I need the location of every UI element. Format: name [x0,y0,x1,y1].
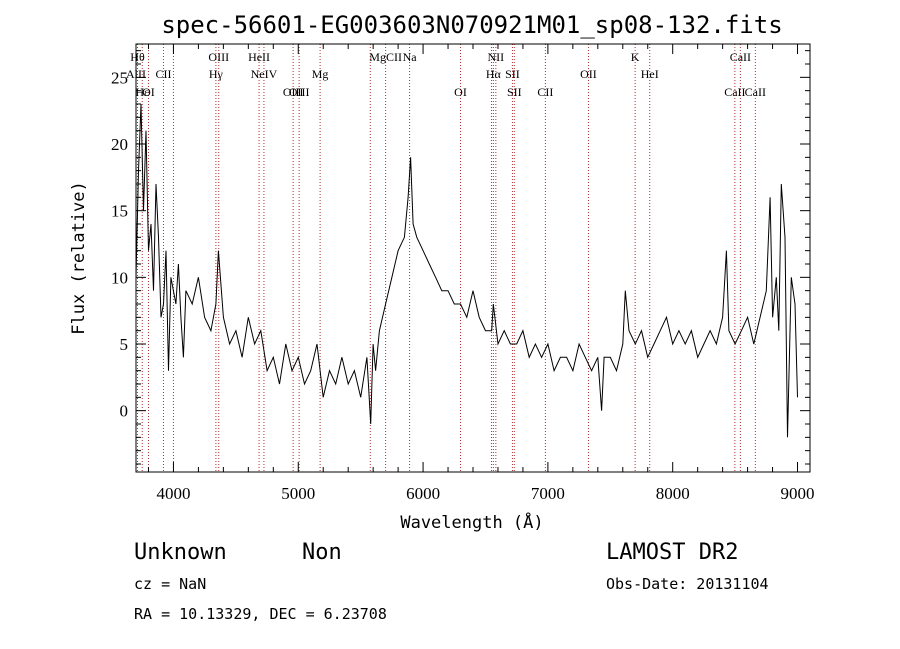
cz-label: cz = NaN [134,575,206,593]
line-label: Hγ [209,67,224,81]
x-tick-label: 7000 [531,484,565,503]
y-tick-label: 0 [120,402,129,421]
x-axis-label: Wavelength (Å) [400,511,543,533]
y-axis-ticks: 0 5 10 15 20 25 [111,50,810,465]
line-label: Na [403,50,418,64]
line-label: CaII [745,85,766,99]
spectrum-line [135,103,798,438]
x-tick-label: 9000 [781,484,815,503]
subclass-label: Non [302,540,342,565]
y-tick-label: 5 [120,335,129,354]
x-tick-label: 8000 [656,484,690,503]
line-label: CII [155,67,171,81]
line-label: Hθ [130,50,145,64]
y-tick-label: 10 [111,268,128,287]
radec-label: RA = 10.13329, DEC = 6.23708 [134,605,387,623]
line-label: OIII [283,85,304,99]
line-markers [135,44,756,472]
line-label: CII [537,85,553,99]
line-label: OIII [208,50,229,64]
chart-title: spec-56601-EG003603N070921M01_sp08-132.f… [161,11,782,39]
line-label: OII [580,67,597,81]
class-label: Unknown [134,540,227,565]
x-axis-ticks: 4000 5000 6000 7000 8000 9000 [147,44,815,503]
x-tick-label: 4000 [156,484,190,503]
line-label: Mg [312,67,329,81]
obs-date-label: Obs-Date: 20131104 [606,575,769,593]
line-label: K [631,50,640,64]
line-label: MgCII [369,50,402,64]
line-label: CaII [730,50,751,64]
y-tick-label: 25 [111,68,128,87]
y-tick-label: 15 [111,202,128,221]
line-label: HeII [248,50,270,64]
y-axis-label: Flux (relative) [69,181,89,335]
line-label: OI [454,85,467,99]
line-label: SII [507,85,522,99]
line-label: SII [505,67,520,81]
line-label: NII [488,50,505,64]
line-label: CaII [724,85,745,99]
y-tick-label: 20 [111,135,128,154]
line-label: Hε [135,85,149,99]
plot-frame [135,43,811,473]
line-label: OI [142,85,155,99]
x-tick-label: 6000 [406,484,440,503]
line-label: HeI [641,67,659,81]
x-tick-label: 5000 [281,484,315,503]
line-label: Hα [486,67,502,81]
survey-label: LAMOST DR2 [606,540,738,565]
line-labels: AlIIHθHεOICIIOIIIHγHeIINeIVOIIIOIIIMgMgC… [126,50,766,99]
line-label: OIII [289,85,310,99]
line-label: NeIV [251,67,278,81]
